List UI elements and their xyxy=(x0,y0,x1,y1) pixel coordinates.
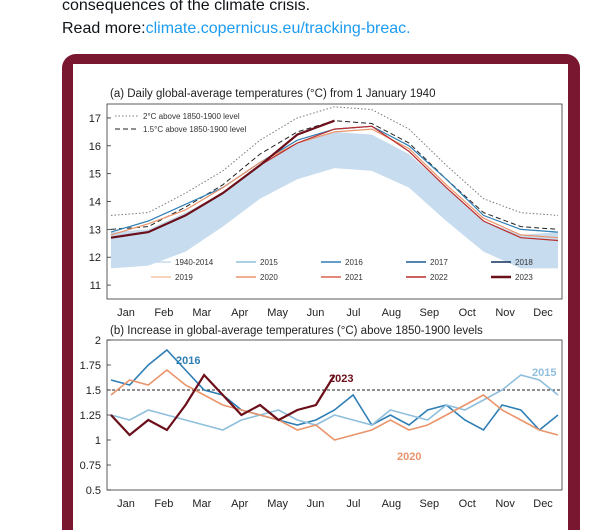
band-1940-2014 xyxy=(111,131,558,269)
series-line-2023 xyxy=(110,119,335,239)
x-tick-label: Apr xyxy=(231,307,248,319)
legend-label: 2015 xyxy=(260,258,278,267)
y-tick-label: 1 xyxy=(95,435,101,447)
legend-label: 2023 xyxy=(515,273,533,282)
x-tick-label: Jul xyxy=(346,498,360,510)
y-tick-label: 1.5 xyxy=(86,385,101,397)
legend-label: 2016 xyxy=(345,258,363,267)
panel-b-title: (b) Increase in global-average temperatu… xyxy=(110,325,483,337)
series-line-2020 xyxy=(110,368,559,441)
x-tick-label: Sep xyxy=(420,307,440,319)
annotation-2023: 2023 xyxy=(329,373,353,385)
article-link[interactable]: climate.copernicus.eu/tracking-breac. xyxy=(145,20,411,37)
x-tick-label: Oct xyxy=(459,307,476,319)
y-tick-label: 12 xyxy=(89,252,101,264)
x-tick-label: Mar xyxy=(192,498,211,510)
reference-line xyxy=(110,120,559,230)
x-tick-label: Jun xyxy=(307,307,325,319)
y-tick-label: 16 xyxy=(89,141,101,153)
x-tick-label: Aug xyxy=(382,307,402,319)
y-tick-label: 0.75 xyxy=(80,460,101,472)
x-tick-label: Sep xyxy=(420,498,440,510)
x-tick-label: Nov xyxy=(495,307,515,319)
y-tick-label: 1.25 xyxy=(80,410,101,422)
x-tick-label: Feb xyxy=(154,498,173,510)
y-tick-label: 0.5 xyxy=(86,485,101,497)
annotation-2016: 2016 xyxy=(176,355,200,367)
legend-label: 2017 xyxy=(430,258,448,267)
read-more-label: Read more: xyxy=(62,20,146,37)
x-tick-label: May xyxy=(267,307,288,319)
x-tick-label: Oct xyxy=(459,498,476,510)
series-line-2020 xyxy=(110,128,559,239)
legend-label: 2020 xyxy=(260,273,278,282)
x-tick-label: Dec xyxy=(533,307,553,319)
x-tick-label: Feb xyxy=(154,307,173,319)
series-line-2016 xyxy=(110,348,559,432)
reference-line xyxy=(110,106,559,216)
annotation-2020: 2020 xyxy=(397,451,421,463)
annotation-2015: 2015 xyxy=(532,367,556,379)
legend-label: 2018 xyxy=(515,258,533,267)
legend-label: 1940-2014 xyxy=(175,258,214,267)
panel-a: (a) Daily global-average temperatures (°… xyxy=(89,88,563,319)
x-tick-label: Jan xyxy=(117,498,135,510)
climate-chart: (a) Daily global-average temperatures (°… xyxy=(80,88,563,510)
series-line-2015 xyxy=(110,374,559,431)
x-tick-label: Jan xyxy=(117,307,135,319)
x-tick-label: Nov xyxy=(495,498,515,510)
x-tick-label: Dec xyxy=(533,498,553,510)
y-tick-label: 11 xyxy=(90,280,101,292)
panel-b: (b) Increase in global-average temperatu… xyxy=(80,325,563,510)
series-line-2023 xyxy=(110,373,336,437)
legend-label: 2021 xyxy=(345,273,363,282)
y-tick-label: 14 xyxy=(89,197,101,209)
x-tick-label: Jul xyxy=(346,307,360,319)
legend-ref-label: 1.5°C above 1850-1900 level xyxy=(143,125,246,134)
legend-label: 2022 xyxy=(430,273,448,282)
media-card[interactable]: (a) Daily global-average temperatures (°… xyxy=(62,54,580,530)
post-text-line: consequences of the climate crisis. xyxy=(62,0,311,14)
y-tick-label: 17 xyxy=(89,113,101,125)
panel-a-title: (a) Daily global-average temperatures (°… xyxy=(110,88,435,100)
post-read-more-line: Read more:climate.copernicus.eu/tracking… xyxy=(62,18,411,39)
legend-ref-label: 2°C above 1850-1900 level xyxy=(143,112,240,121)
x-tick-label: Aug xyxy=(382,498,402,510)
chart-image: (a) Daily global-average temperatures (°… xyxy=(73,64,568,530)
y-tick-label: 1.75 xyxy=(80,360,101,372)
x-tick-label: May xyxy=(267,498,288,510)
y-tick-label: 15 xyxy=(89,169,101,181)
x-tick-label: Jun xyxy=(307,498,325,510)
y-tick-label: 2 xyxy=(95,335,101,347)
y-tick-label: 13 xyxy=(89,224,101,236)
x-tick-label: Apr xyxy=(231,498,248,510)
x-tick-label: Mar xyxy=(192,307,211,319)
legend-label: 2019 xyxy=(175,273,193,282)
